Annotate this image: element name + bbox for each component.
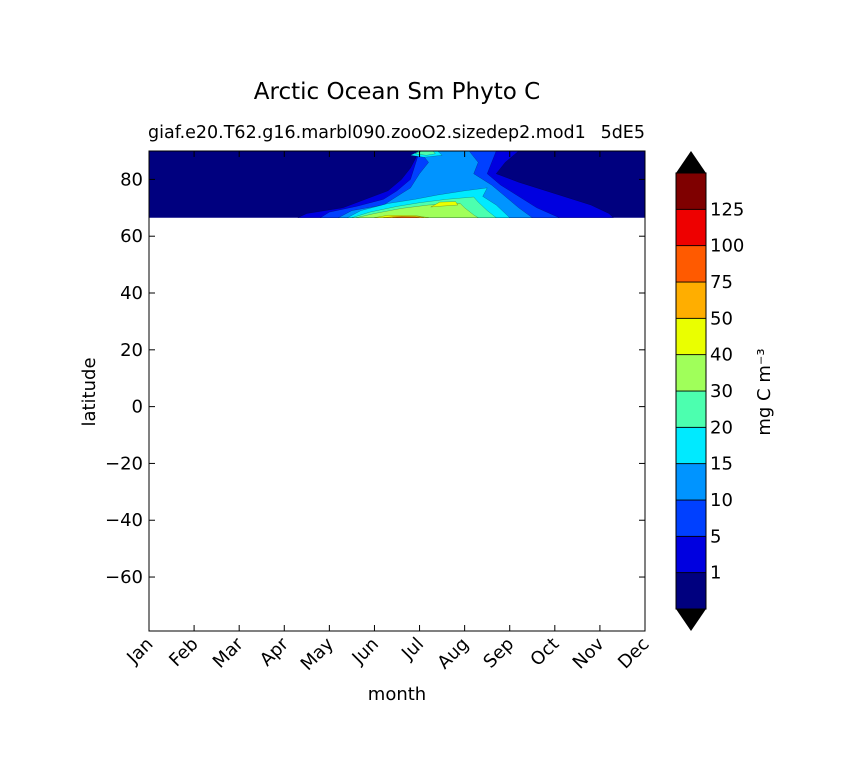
colorbar-tick-label: 50	[710, 308, 733, 329]
colorbar-swatch	[675, 390, 707, 428]
x-tick-label: Jul	[397, 634, 428, 665]
contour-fill-level-30	[356, 203, 480, 218]
colorbar-tick-label: 5	[710, 526, 721, 547]
plot-background	[149, 151, 645, 631]
x-tick-label: Jan	[122, 634, 157, 669]
y-axis: 80 60 40 20 0 −20 −40 −60	[105, 169, 645, 588]
colorbar-extend-min	[676, 609, 706, 631]
colorbar-swatch	[675, 354, 707, 392]
colorbar-tick-label: 1	[710, 563, 721, 584]
colorbar-tick-label: 10	[710, 490, 733, 511]
x-tick-label: Feb	[165, 634, 202, 671]
contour-layer	[149, 150, 645, 218]
colorbar-swatch	[675, 463, 707, 501]
colorbar-swatch	[675, 535, 707, 573]
colorbar-swatch	[675, 281, 707, 319]
y-tick-label: −40	[105, 510, 143, 531]
chart-subtitle: giaf.e20.T62.g16.marbl090.zooO2.sizedep2…	[148, 123, 586, 143]
x-tick-label: Sep	[479, 634, 518, 673]
y-tick-label: −20	[105, 453, 143, 474]
x-tick-label: Apr	[256, 633, 293, 670]
x-tick-label: Jun	[348, 634, 383, 669]
x-tick-label: Oct	[526, 634, 563, 671]
contour-fill-level-75	[392, 216, 420, 218]
colorbar-label: mg C m⁻³	[754, 348, 775, 435]
colorbar-tick-label: 40	[710, 345, 733, 366]
x-tick-label: Mar	[209, 633, 248, 672]
colorbar-swatch	[675, 426, 707, 464]
colorbar-tick-label: 100	[710, 236, 744, 257]
x-tick-label: Nov	[569, 633, 609, 673]
y-tick-label: −60	[105, 567, 143, 588]
y-tick-label: 40	[120, 283, 143, 304]
x-tick-label: Dec	[614, 634, 653, 673]
colorbar-swatch	[675, 317, 707, 355]
y-tick-label: 20	[120, 340, 143, 361]
chart-subtitle-right: 5dE5	[601, 123, 645, 143]
colorbar-tick-label: 15	[710, 454, 733, 475]
plot-frame	[148, 150, 646, 632]
colorbar-swatch	[675, 208, 707, 247]
y-tick-label: 0	[132, 397, 143, 418]
y-tick-label: 60	[120, 226, 143, 247]
y-axis-label: latitude	[79, 357, 100, 426]
colorbar-swatch	[675, 499, 707, 537]
x-tick-label: Aug	[433, 634, 473, 674]
contour-fill-level-40	[430, 201, 459, 208]
colorbar-swatch	[675, 572, 707, 610]
colorbar-tick-label: 30	[710, 381, 733, 402]
colorbar-extend-max	[676, 151, 706, 173]
colorbar-swatch	[675, 172, 707, 210]
colorbar-frame	[675, 172, 707, 610]
colorbar-swatch	[675, 245, 707, 283]
y-tick-label: 80	[120, 169, 143, 190]
colorbar-tick-label: 75	[710, 272, 733, 293]
x-tick-label: May	[297, 633, 338, 674]
colorbar-tick-label: 20	[710, 417, 733, 438]
chart-title: Arctic Ocean Sm Phyto C	[254, 79, 540, 105]
plot-area	[148, 150, 646, 632]
colorbar-tick-label: 125	[710, 199, 744, 220]
x-axis-label: month	[368, 684, 426, 705]
